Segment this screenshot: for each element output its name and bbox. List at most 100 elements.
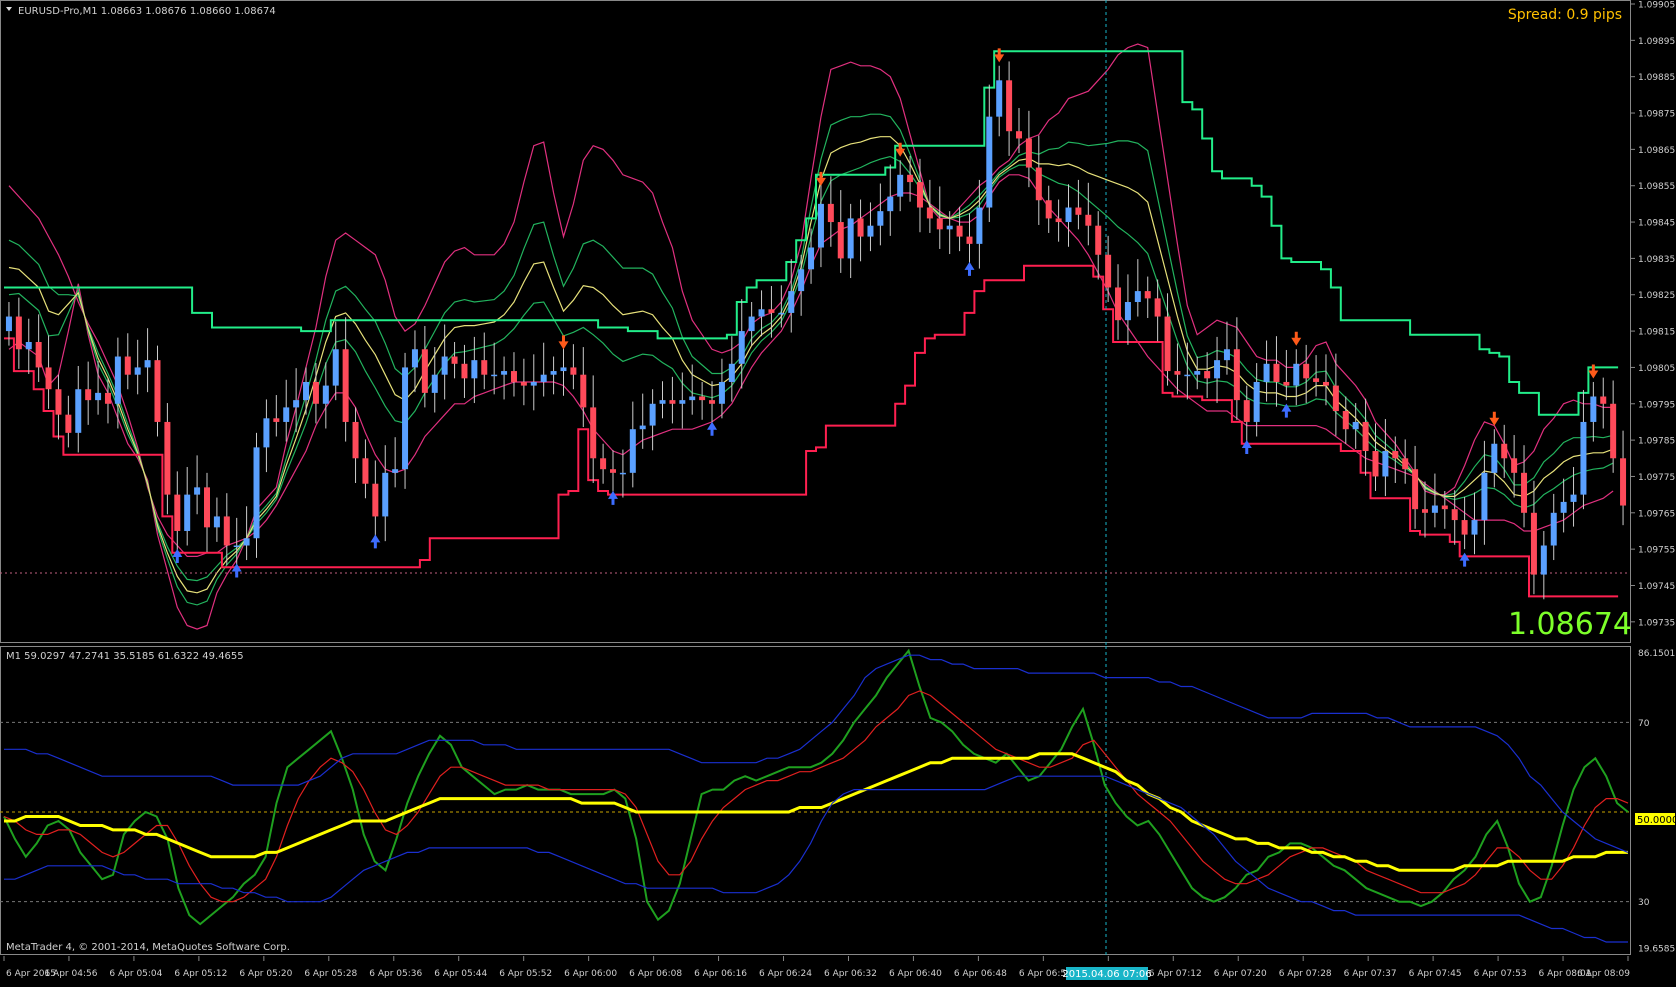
- candle-body: [837, 222, 844, 259]
- time-tick-label: 6 Apr 07:53: [1474, 969, 1527, 979]
- candle-body: [966, 236, 973, 244]
- candle-body: [263, 418, 270, 448]
- candle: [134, 339, 141, 395]
- candle: [124, 333, 131, 390]
- candle: [916, 158, 923, 233]
- candle-body: [1263, 363, 1270, 382]
- candle: [1540, 530, 1547, 600]
- candle: [1610, 380, 1617, 473]
- candle-body: [1303, 363, 1310, 379]
- buy-arrow-icon: [1281, 403, 1292, 418]
- candle: [590, 375, 597, 483]
- candle-body: [946, 225, 953, 230]
- candle: [1620, 430, 1627, 526]
- candle-body: [1223, 349, 1230, 361]
- oscillator-plot-frame: [0, 646, 1631, 955]
- buy-arrow-icon: [172, 548, 183, 563]
- candle-body: [718, 381, 725, 404]
- candle: [986, 84, 993, 223]
- candle-body: [1422, 509, 1428, 513]
- price-tick-label: 1.09825: [1638, 291, 1675, 301]
- candle-body: [1461, 520, 1468, 535]
- candle-body: [15, 316, 22, 350]
- candle: [1045, 185, 1052, 233]
- candle: [520, 358, 527, 406]
- candle: [204, 472, 210, 553]
- candle-body: [1095, 225, 1102, 255]
- oscillator-pane[interactable]: 86.1501 70 30 19.6585 M1 59.0297 47.2741 35…: [0, 646, 1676, 956]
- candle-body: [45, 367, 52, 390]
- candle: [748, 302, 755, 346]
- candle-body: [916, 182, 923, 208]
- candle: [570, 344, 577, 390]
- time-tick-label: 6 Apr 07:37: [1344, 969, 1397, 979]
- chart-menu-icon[interactable]: [6, 7, 12, 11]
- candle-body: [1392, 451, 1399, 459]
- candle-body: [65, 414, 72, 433]
- candle: [1530, 480, 1537, 595]
- price-tick-label: 1.09885: [1638, 73, 1675, 83]
- time-tick-label: 6 Apr 08:01: [1539, 969, 1592, 979]
- candle-body: [907, 174, 914, 183]
- candle: [847, 203, 854, 279]
- candle: [1481, 440, 1488, 545]
- candle-body: [1610, 403, 1617, 459]
- oscillator-level-tag-label: 50.0000: [1637, 815, 1676, 826]
- candle: [362, 439, 369, 499]
- candle-body: [273, 418, 280, 422]
- candle: [669, 376, 676, 424]
- candle: [253, 432, 260, 558]
- oscillator-tick-label: 86.1501: [1638, 649, 1675, 659]
- candle: [837, 190, 844, 273]
- sell-arrow-icon: [994, 48, 1005, 63]
- candle-body: [778, 312, 785, 315]
- candle-body: [1253, 381, 1260, 422]
- candle-body: [996, 80, 1003, 117]
- candle-body: [936, 218, 943, 230]
- candle-body: [689, 396, 696, 401]
- candle: [283, 379, 290, 442]
- candle-body: [1530, 512, 1537, 575]
- candle-body: [213, 516, 220, 528]
- candle: [600, 443, 607, 484]
- candle: [1283, 349, 1290, 401]
- candle-body: [1134, 291, 1141, 303]
- candle-body: [540, 374, 547, 382]
- candle: [1154, 279, 1161, 342]
- candle: [481, 332, 488, 390]
- candle: [144, 328, 151, 393]
- candle: [194, 455, 201, 515]
- candle: [827, 176, 834, 247]
- candle-body: [1124, 302, 1131, 321]
- candle: [619, 449, 626, 498]
- candle: [1134, 259, 1141, 317]
- candle-body: [748, 316, 755, 332]
- price-chart-pane[interactable]: 1.09735 1.09745 1.09755 1.09765 1.09775 1.097…: [0, 0, 1676, 645]
- candle-body: [5, 316, 12, 332]
- price-tick-label: 1.09765: [1638, 509, 1675, 519]
- candle: [1491, 429, 1498, 488]
- candle: [639, 393, 646, 449]
- candle-body: [25, 341, 32, 350]
- candle-body: [421, 349, 428, 393]
- candle: [1580, 389, 1587, 510]
- candle-body: [124, 356, 131, 375]
- candle-body: [1412, 469, 1419, 510]
- candle: [580, 347, 587, 428]
- candle-body: [1471, 520, 1478, 535]
- candle-body: [877, 211, 884, 226]
- candle: [75, 365, 82, 453]
- price-chart[interactable]: 1.09735 1.09745 1.09755 1.09765 1.09775 1.097…: [0, 0, 1676, 645]
- candle: [867, 202, 874, 252]
- candle-body: [114, 356, 121, 404]
- candle: [1521, 445, 1528, 528]
- candle-body: [520, 381, 527, 386]
- candle: [996, 65, 1003, 137]
- sell-arrow-icon: [1489, 411, 1500, 426]
- candle: [887, 164, 894, 236]
- oscillator-chart[interactable]: 86.1501 70 30 19.6585 M1 59.0297 47.2741 35…: [0, 646, 1676, 956]
- candle: [471, 336, 478, 404]
- candle: [1174, 343, 1181, 395]
- time-tick-label: 6 Apr 08:09: [1577, 969, 1630, 979]
- candle-body: [1233, 349, 1240, 401]
